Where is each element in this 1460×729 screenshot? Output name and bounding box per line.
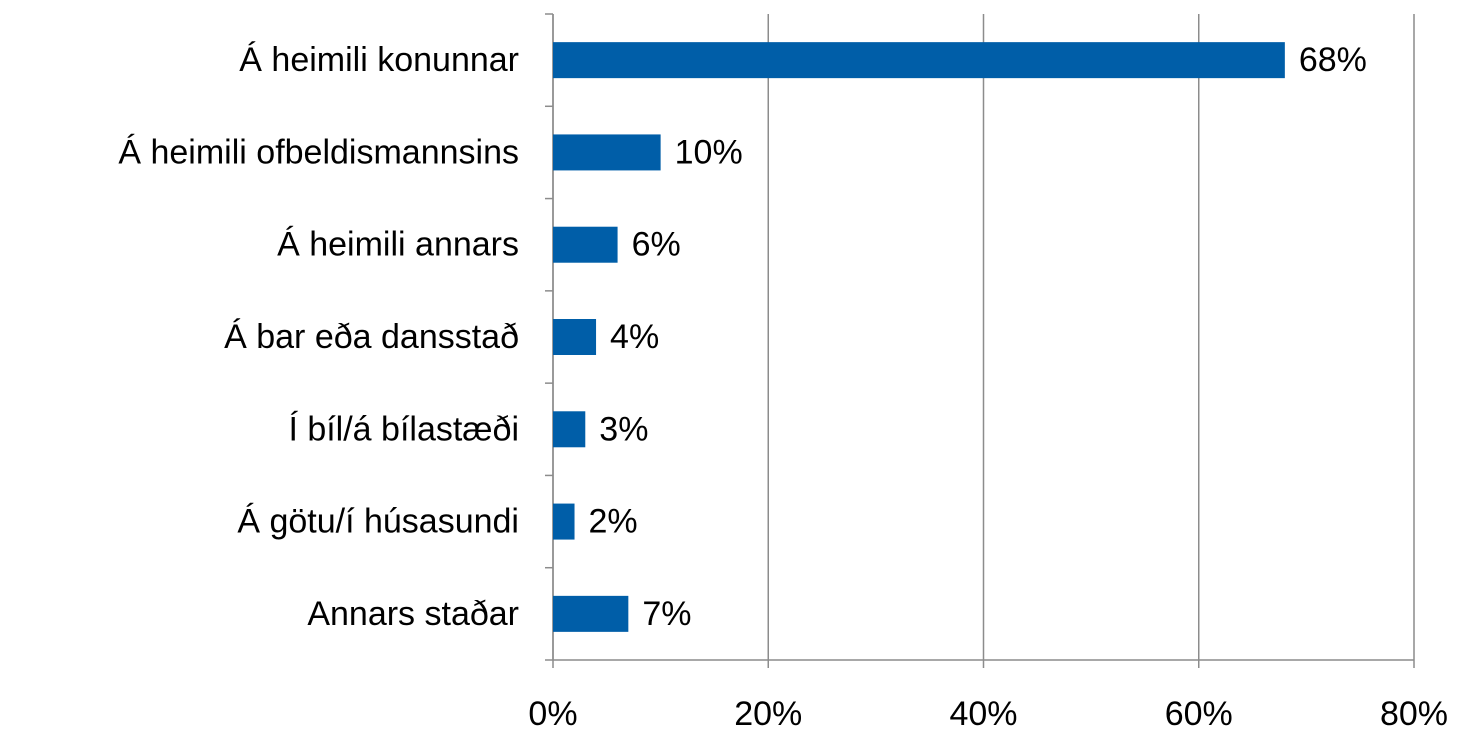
y-tick-label: Annars staðar xyxy=(307,595,519,633)
bar xyxy=(553,411,586,448)
value-label: 68% xyxy=(1299,41,1367,79)
value-label: 2% xyxy=(589,503,638,541)
y-tick-label: Á götu/í húsasundi xyxy=(237,503,519,541)
bar xyxy=(553,134,661,171)
value-label: 4% xyxy=(610,318,659,356)
bar xyxy=(553,226,618,263)
x-tick-label: 80% xyxy=(1380,695,1448,729)
y-tick-label: Í bíl/á bílastæði xyxy=(288,410,519,448)
x-tick-label: 60% xyxy=(1165,695,1233,729)
value-label: 3% xyxy=(599,410,648,448)
y-tick-label: Á bar eða dansstað xyxy=(224,318,519,356)
value-label: 6% xyxy=(632,226,681,264)
bar xyxy=(553,319,597,355)
x-tick-label: 20% xyxy=(734,695,802,729)
x-tick-label: 40% xyxy=(949,695,1017,729)
value-label: 7% xyxy=(642,595,691,633)
bar xyxy=(553,503,575,540)
x-tick-label: 0% xyxy=(528,695,577,729)
bar xyxy=(553,595,629,632)
y-tick-label: Á heimili konunnar xyxy=(239,41,519,79)
value-label: 10% xyxy=(675,133,743,171)
y-tick-label: Á heimili ofbeldismannsins xyxy=(118,133,519,171)
bar xyxy=(553,42,1285,79)
y-tick-label: Á heimili annars xyxy=(277,226,519,264)
